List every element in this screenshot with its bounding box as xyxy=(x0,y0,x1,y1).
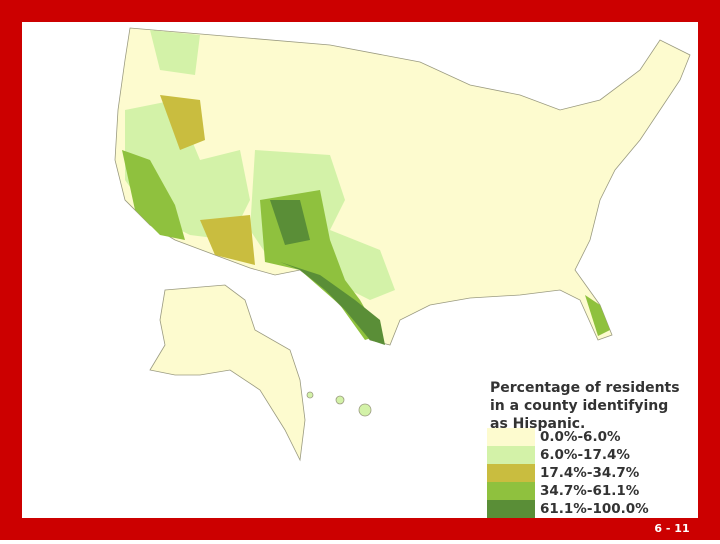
legend-label: 0.0%-6.0% xyxy=(540,429,621,445)
region xyxy=(160,95,205,150)
legend-title: Percentage of residents xyxy=(490,380,680,396)
hawaii xyxy=(335,395,345,405)
legend-label: 34.7%-61.1% xyxy=(540,483,640,499)
legend-swatch xyxy=(487,464,535,482)
contiguous-us xyxy=(114,27,691,346)
region xyxy=(270,200,310,245)
legend-label: 61.1%-100.0% xyxy=(540,501,649,517)
legend: Percentage of residents in a county ident… xyxy=(487,380,680,518)
region xyxy=(585,295,610,336)
alaska xyxy=(149,284,306,462)
legend-swatch xyxy=(487,428,535,446)
legend-swatch xyxy=(487,500,535,518)
region xyxy=(122,150,185,240)
region xyxy=(280,262,385,345)
legend-label: 6.0%-17.4% xyxy=(540,447,630,463)
hawaii xyxy=(358,403,372,417)
map xyxy=(114,27,691,462)
legend-label: 17.4%-34.7% xyxy=(540,465,640,481)
region xyxy=(150,30,200,75)
hawaii xyxy=(306,391,314,399)
slide-number: 6 - 11 xyxy=(654,522,689,535)
legend-swatch xyxy=(487,482,535,500)
region xyxy=(200,215,255,265)
legend-swatch xyxy=(487,446,535,464)
legend-title: in a county identifying xyxy=(490,398,668,414)
